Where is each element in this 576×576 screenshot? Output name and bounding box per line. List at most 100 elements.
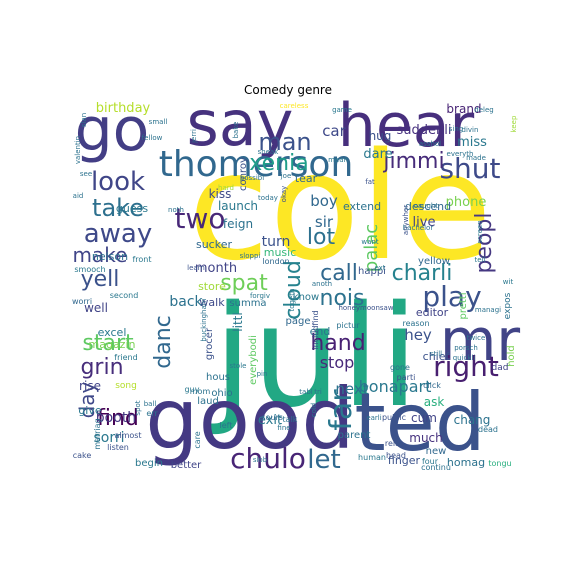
word-cloud: cloud bbox=[281, 260, 306, 320]
word-wit: wit bbox=[503, 278, 514, 286]
word-finger: finger bbox=[388, 454, 421, 467]
word-miss: miss bbox=[457, 135, 487, 150]
word-happi: happi bbox=[358, 266, 386, 277]
word-new: new bbox=[426, 446, 447, 457]
word-sloppi: sloppi bbox=[240, 252, 261, 260]
word-cold: cold bbox=[310, 403, 318, 418]
word-birthday: birthday bbox=[96, 101, 151, 116]
word-tear: tear bbox=[295, 172, 318, 185]
word-managi: managi bbox=[475, 306, 501, 314]
word-page: page bbox=[286, 316, 311, 327]
word-almost: almost bbox=[114, 431, 141, 440]
word-booth: booth bbox=[96, 410, 136, 426]
word-thomerson: thomerson bbox=[159, 144, 354, 185]
word-parent: parent bbox=[338, 430, 371, 441]
word-marriag: marriag bbox=[93, 418, 102, 449]
word-still: still bbox=[430, 350, 442, 358]
word-day: day bbox=[75, 381, 99, 418]
word-twice: twice bbox=[467, 334, 486, 342]
word-caught: caught bbox=[414, 202, 438, 210]
word-brand: brand bbox=[446, 102, 481, 116]
word-quickli: quickli bbox=[453, 354, 476, 362]
word-palac: palac bbox=[361, 224, 382, 272]
word-take: take bbox=[92, 194, 144, 222]
word-grin: grin bbox=[80, 355, 123, 380]
word-anoth: anoth bbox=[312, 280, 332, 288]
word-far: far bbox=[324, 389, 359, 431]
word-today: today bbox=[258, 194, 278, 202]
word-littl: littl bbox=[231, 312, 245, 331]
word-second: second bbox=[110, 291, 139, 300]
word-hear: hear bbox=[338, 91, 475, 161]
word-relat: relat bbox=[385, 439, 403, 448]
word-hard: hard bbox=[218, 184, 234, 192]
word-xenia: xenia bbox=[249, 151, 308, 176]
word-spat: spat bbox=[220, 271, 268, 296]
word-feign: feign bbox=[223, 217, 253, 231]
word-hold: hold bbox=[506, 345, 517, 367]
word-end: end bbox=[310, 325, 331, 338]
word-dad: dad bbox=[492, 363, 509, 373]
word-small: small bbox=[149, 118, 168, 126]
word-look: look bbox=[91, 167, 145, 197]
word-mom: mom bbox=[190, 387, 211, 396]
word-cole: cole bbox=[188, 121, 492, 293]
word-err: err bbox=[146, 409, 158, 418]
word-screen: screen bbox=[476, 220, 484, 243]
word-tell: tell bbox=[475, 256, 486, 264]
word-mean: mean bbox=[328, 156, 348, 164]
word-bachelor: bachelor bbox=[403, 224, 434, 232]
word-juli: juli bbox=[210, 276, 418, 439]
word-next: next bbox=[335, 380, 368, 398]
word-sneak: sneak bbox=[258, 148, 280, 156]
word-know: know bbox=[293, 292, 319, 303]
word-jimmi: jimmi bbox=[382, 149, 444, 174]
word-dare: dare bbox=[363, 147, 392, 162]
word-much: much bbox=[409, 431, 443, 445]
word-human: human bbox=[358, 453, 386, 462]
word-jerri: jerri bbox=[190, 129, 198, 144]
word-see: see bbox=[80, 170, 92, 178]
word-well: well bbox=[84, 301, 108, 315]
word-good: good bbox=[145, 370, 354, 468]
word-exit: exit bbox=[258, 413, 282, 428]
word-keep: keep bbox=[510, 115, 518, 132]
word-start: start bbox=[82, 331, 134, 356]
word-ted: ted bbox=[354, 376, 485, 469]
word-dead: dead bbox=[478, 425, 498, 434]
word-public: public bbox=[382, 413, 406, 422]
word-yell: yell bbox=[81, 267, 120, 292]
word-porsch: porsch bbox=[454, 344, 478, 352]
word-tongu: tongu bbox=[488, 459, 511, 468]
word-deleg: deleg bbox=[474, 106, 493, 114]
word-charli: charli bbox=[392, 261, 453, 286]
word-turn: turn bbox=[262, 234, 291, 250]
word-hand: hand bbox=[310, 331, 365, 356]
word-boy: boy bbox=[310, 192, 338, 210]
word-cours: cours bbox=[261, 413, 283, 422]
word-music: music bbox=[264, 246, 297, 259]
word-pretti: pretti bbox=[458, 292, 469, 319]
word-call: call bbox=[320, 261, 358, 286]
word-tabl: tabl bbox=[299, 388, 312, 396]
word-learn: learn bbox=[187, 264, 205, 272]
word-danc: danc bbox=[151, 315, 176, 369]
word-valentin: valentin bbox=[74, 136, 82, 164]
word-magazin: magazin bbox=[89, 338, 136, 351]
word-everybodi: everybodi bbox=[248, 335, 259, 385]
word-hey: hey bbox=[404, 326, 432, 344]
word-slob: slob bbox=[253, 456, 268, 464]
word-expos: expos bbox=[503, 292, 513, 319]
word-shut: shut bbox=[439, 152, 500, 185]
word-listen: listen bbox=[107, 443, 129, 452]
word-hug: hug bbox=[369, 129, 392, 143]
word-four: four bbox=[422, 457, 439, 466]
word-anywher: anywher bbox=[402, 205, 410, 235]
word-game: game bbox=[332, 106, 352, 114]
word-click: click bbox=[423, 381, 441, 390]
word-bonapart: bonapart bbox=[359, 377, 432, 396]
word-careless: careless bbox=[280, 102, 309, 110]
word-fellow: fellow bbox=[142, 134, 163, 142]
word-talk: talk bbox=[283, 415, 298, 424]
